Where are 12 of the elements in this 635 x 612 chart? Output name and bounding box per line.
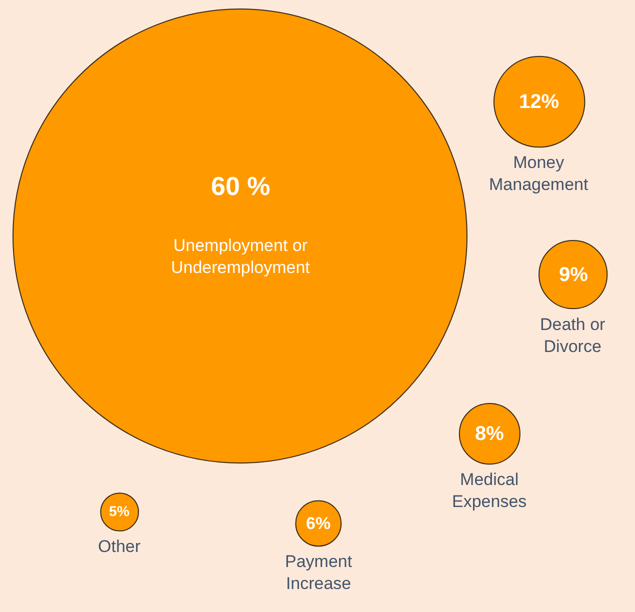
category-label: Death or Divorce (540, 315, 606, 356)
category-label: Money Management (489, 153, 589, 194)
data-label: 5% (109, 504, 130, 520)
category-label: Other (98, 537, 141, 556)
data-label: 9% (559, 264, 588, 286)
category-label: Payment Increase (285, 552, 352, 594)
category-label: Unemployment or Underemployment (171, 236, 310, 278)
data-label: 12% (519, 91, 560, 113)
category-label: Medical Expenses (452, 470, 527, 512)
data-label: 6% (306, 514, 331, 533)
data-label: 60 % (211, 171, 270, 201)
data-label: 8% (475, 423, 504, 445)
